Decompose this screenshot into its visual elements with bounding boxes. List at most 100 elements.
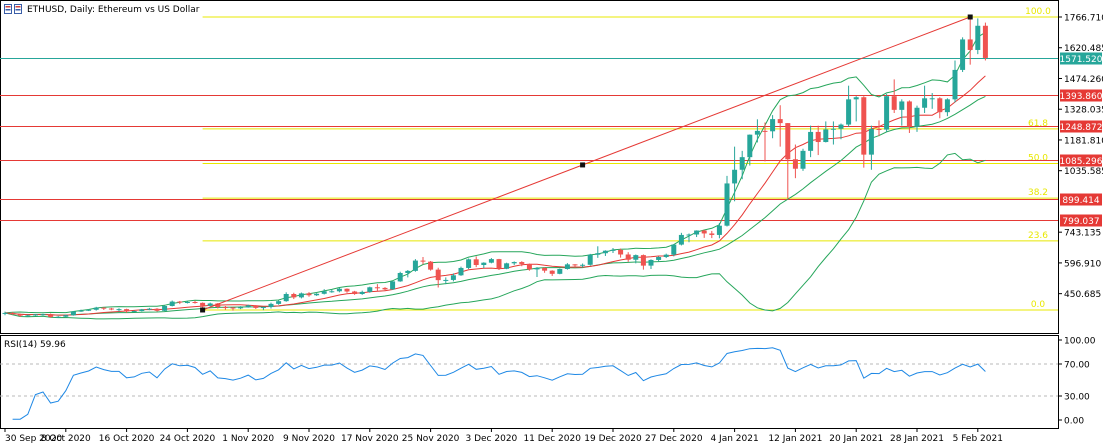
candle [526, 263, 532, 271]
candle [481, 262, 487, 269]
candle-body [146, 308, 152, 310]
candle-body [329, 291, 335, 293]
candle [435, 267, 441, 288]
fibonacci-retracement: 100.0 61.8 50.0 38.2 23.6 0.0 [202, 7, 1058, 311]
moving-average-line [4, 75, 986, 316]
candle [93, 306, 99, 311]
candle-body [32, 314, 38, 316]
time-tick-label: 8 Oct 2020 [41, 434, 91, 444]
candle-body [397, 272, 403, 282]
candle-body [207, 303, 213, 306]
candle [298, 292, 304, 299]
candle [808, 125, 814, 158]
level-price-label: 1085.296 [1060, 157, 1103, 167]
candle-body [154, 308, 160, 311]
bollinger-middle-band [4, 95, 986, 316]
candle [519, 261, 525, 267]
candle [260, 306, 266, 311]
candle [792, 144, 798, 179]
candle [131, 310, 137, 313]
price-axis: 1571.520 1393.860 1248.872 1085.296 899.414 7… [1058, 14, 1103, 300]
candle-body [283, 294, 289, 302]
candle [891, 79, 897, 114]
candle-body [116, 309, 122, 311]
candle [382, 287, 388, 291]
candle-body [800, 150, 806, 169]
candle-body [602, 250, 608, 254]
candle-body [306, 293, 312, 296]
candle [359, 290, 365, 295]
time-tick-label: 9 Nov 2020 [283, 434, 335, 444]
candle-body [709, 233, 715, 235]
candle-body [40, 314, 46, 316]
candle [17, 313, 23, 317]
candle-body [716, 225, 722, 235]
candle-body [846, 99, 852, 125]
candle-body [131, 311, 137, 313]
candle-body [245, 305, 251, 308]
candle [245, 304, 251, 308]
candle [580, 263, 586, 268]
candle [815, 125, 821, 156]
candle-body [656, 257, 662, 260]
candle-body [276, 301, 282, 304]
time-tick-label: 19 Dec 2020 [584, 434, 642, 444]
candle [10, 312, 16, 315]
candle-body [405, 270, 411, 273]
candle [321, 289, 327, 295]
candle [640, 254, 646, 270]
candle [633, 254, 639, 264]
candle [952, 60, 958, 103]
candle-body [777, 119, 783, 124]
candle-body [823, 129, 829, 143]
candle [610, 247, 616, 254]
candle-body [694, 230, 700, 235]
candle [678, 232, 684, 246]
candle [367, 286, 373, 293]
moving-average [4, 75, 986, 316]
candle-body [344, 288, 350, 292]
trendline [200, 14, 973, 313]
candle [473, 256, 479, 268]
candle-body [450, 275, 456, 280]
level-price-tag [1060, 52, 1102, 65]
candle [329, 289, 335, 293]
candle-body [975, 25, 981, 50]
candle-body [466, 259, 472, 268]
candle [101, 307, 107, 310]
candle-body [314, 293, 320, 296]
candle [139, 308, 145, 312]
candle [982, 22, 988, 61]
candle [344, 288, 350, 293]
candle-body [838, 124, 844, 129]
level-price-label: 1248.872 [1060, 123, 1103, 133]
candle [656, 256, 662, 262]
candle [868, 125, 874, 170]
candle [336, 287, 342, 293]
candle-body [10, 312, 16, 315]
candle [390, 281, 396, 290]
symbol-properties-icon[interactable] [4, 4, 22, 15]
bollinger-upper-band [4, 31, 986, 314]
candle-body [55, 316, 61, 318]
candle-body [101, 307, 107, 309]
candle-body [336, 288, 342, 292]
chart-title: ETHUSD, Daily: Ethereum vs US Dollar [27, 5, 200, 15]
candle-body [238, 307, 244, 309]
candle [443, 277, 449, 285]
price-tick-label: 1328.035 [1064, 106, 1103, 116]
candle [922, 85, 928, 114]
candle-body [944, 99, 950, 113]
rsi-tick-label: 70.00 [1064, 361, 1090, 371]
fib-level-label: 0.0 [1031, 300, 1046, 310]
candle-body [473, 259, 479, 265]
candle [967, 17, 973, 65]
candle-body [678, 234, 684, 245]
time-tick-label: 17 Nov 2020 [341, 434, 399, 444]
candle-body [686, 234, 692, 236]
level-price-tag [1060, 89, 1102, 102]
candle-body [557, 268, 563, 274]
candle-body [443, 279, 449, 281]
candle-body [390, 281, 396, 290]
